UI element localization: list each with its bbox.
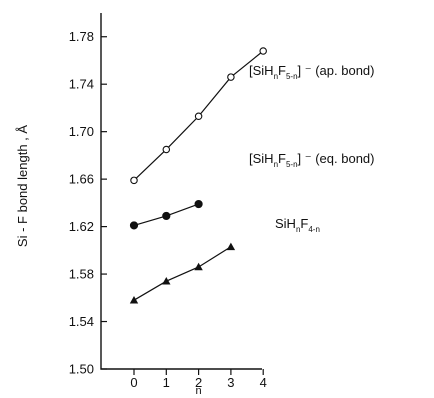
y-axis-title: Si - F bond length , Å bbox=[15, 125, 30, 247]
x-axis-title: n bbox=[196, 385, 202, 397]
series-label-neutral: SiHnF4-n bbox=[275, 216, 320, 234]
data-point-eq bbox=[162, 211, 171, 221]
series-line-neutral bbox=[133, 246, 232, 301]
data-point-ap bbox=[227, 73, 235, 81]
x-tick-label: 4 bbox=[260, 375, 267, 390]
y-tick-label: 1.74 bbox=[69, 77, 94, 92]
x-axis-ticks: 0 1 2 3 4 bbox=[130, 369, 267, 390]
data-point-eq bbox=[129, 221, 139, 230]
series-label-ap: [SiHnF5-n] ⁻ (ap. bond) bbox=[249, 63, 375, 81]
y-tick-label: 1.50 bbox=[69, 362, 94, 377]
data-point-neutral bbox=[194, 262, 203, 271]
y-tick-label: 1.66 bbox=[69, 172, 94, 187]
axes-frame bbox=[100, 13, 262, 370]
x-tick-label: 3 bbox=[227, 375, 234, 390]
data-point-ap bbox=[259, 47, 267, 55]
series-layer bbox=[129, 47, 267, 304]
y-tick-label: 1.78 bbox=[69, 29, 94, 44]
x-tick-label: 2 bbox=[195, 375, 202, 390]
y-tick-label: 1.54 bbox=[69, 314, 94, 329]
data-point-ap bbox=[130, 176, 138, 185]
y-tick-label: 1.70 bbox=[69, 124, 94, 139]
data-point-eq bbox=[194, 199, 203, 209]
series-label-eq: [SiHnF5-n] ⁻ (eq. bond) bbox=[249, 151, 375, 169]
data-point-neutral bbox=[226, 242, 236, 251]
x-tick-label: 1 bbox=[163, 375, 170, 390]
data-point-neutral bbox=[162, 276, 171, 285]
y-tick-label: 1.58 bbox=[69, 267, 94, 282]
data-point-ap bbox=[194, 112, 203, 120]
data-point-neutral bbox=[129, 295, 139, 304]
series-labels: [SiHnF5-n] ⁻ (ap. bond) [SiHnF5-n] ⁻ (eq.… bbox=[249, 63, 375, 234]
x-tick-label: 0 bbox=[130, 375, 137, 390]
y-tick-label: 1.62 bbox=[69, 219, 94, 234]
y-axis-ticks: 1.50 1.54 1.58 1.62 1.66 1.70 1.74 1.78 bbox=[69, 29, 107, 377]
data-point-ap bbox=[162, 145, 171, 154]
